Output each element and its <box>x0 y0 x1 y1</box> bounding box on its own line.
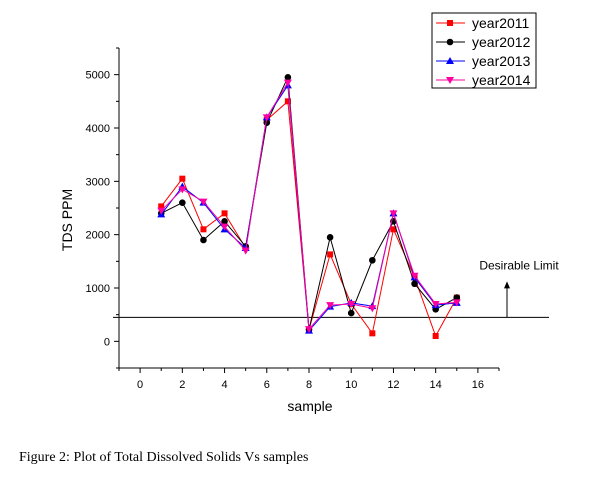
series-year2011 <box>158 98 460 339</box>
data-point <box>369 256 376 264</box>
series-group <box>157 74 461 339</box>
legend-label: year2014 <box>472 72 531 88</box>
data-point <box>263 119 271 126</box>
data-point <box>326 302 335 310</box>
y-axis-title: TDS PPM <box>59 189 75 251</box>
x-tick-label: 16 <box>472 379 484 391</box>
data-point <box>221 218 228 225</box>
x-tick-label: 6 <box>264 379 270 391</box>
x-tick-label: 12 <box>387 379 399 391</box>
legend-marker <box>446 77 454 84</box>
series-year2013 <box>157 81 461 334</box>
data-point <box>410 272 419 280</box>
series-year2014 <box>157 79 461 334</box>
desirable-limit-arrowhead <box>504 281 510 289</box>
x-tick-label: 10 <box>345 379 357 391</box>
axes: 0 1000 2000 3000 4000 5000 0 2 4 6 8 10 12 14 16 <box>86 47 500 391</box>
data-point <box>200 226 207 233</box>
data-point <box>305 326 313 334</box>
data-point <box>347 301 356 308</box>
data-point <box>284 98 291 105</box>
data-point <box>452 299 461 307</box>
data-point <box>179 175 186 182</box>
data-point <box>432 333 439 339</box>
data-point <box>262 114 271 122</box>
data-point <box>220 223 229 231</box>
tds-line-chart: 0 1000 2000 3000 4000 5000 0 2 4 6 8 10 12 14 16 Desir… <box>59 12 559 414</box>
data-point <box>178 186 187 194</box>
figure-caption: Figure 2: Plot of Total Dissolved Solids… <box>19 450 309 465</box>
legend-marker <box>446 57 454 64</box>
legend-label: year2012 <box>472 34 531 50</box>
data-point <box>284 74 292 81</box>
legend-label: year2011 <box>472 15 530 31</box>
data-point <box>327 251 334 258</box>
x-tick-label: 0 <box>137 379 143 391</box>
data-point <box>453 294 461 301</box>
data-point <box>389 210 398 218</box>
data-point <box>431 301 440 308</box>
series-line <box>160 83 457 332</box>
legend-marker <box>447 20 453 26</box>
legend: year2011 year2012 year2013 year2014 <box>431 12 537 89</box>
y-tick-label: 5000 <box>86 70 110 82</box>
data-point <box>158 203 165 210</box>
y-tick-label: 1000 <box>86 283 110 295</box>
data-point <box>200 236 207 244</box>
x-tick-label: 14 <box>430 379 442 391</box>
desirable-limit-annotation: Desirable Limit <box>113 258 559 318</box>
x-axis-title: sample <box>287 398 332 414</box>
y-tick-label: 3000 <box>86 176 110 188</box>
x-tick-label: 8 <box>306 379 312 391</box>
data-point <box>221 210 228 217</box>
data-point <box>390 226 397 233</box>
legend-marker <box>446 38 454 46</box>
y-tick-label: 0 <box>104 336 110 348</box>
data-point <box>368 305 377 313</box>
desirable-limit-label: Desirable Limit <box>479 258 559 272</box>
x-tick-label: 4 <box>221 379 227 391</box>
data-point <box>283 79 292 87</box>
data-point <box>179 199 186 206</box>
legend-label: year2013 <box>472 53 531 69</box>
data-point <box>347 309 355 317</box>
y-tick-label: 4000 <box>86 123 110 135</box>
data-point <box>326 234 334 241</box>
data-point <box>411 280 418 288</box>
data-point <box>199 198 208 206</box>
x-tick-label: 2 <box>179 379 185 391</box>
series-line <box>160 100 458 338</box>
y-tick-label: 2000 <box>86 230 110 242</box>
data-point <box>241 247 250 255</box>
data-point <box>157 207 166 215</box>
data-point <box>369 330 376 337</box>
